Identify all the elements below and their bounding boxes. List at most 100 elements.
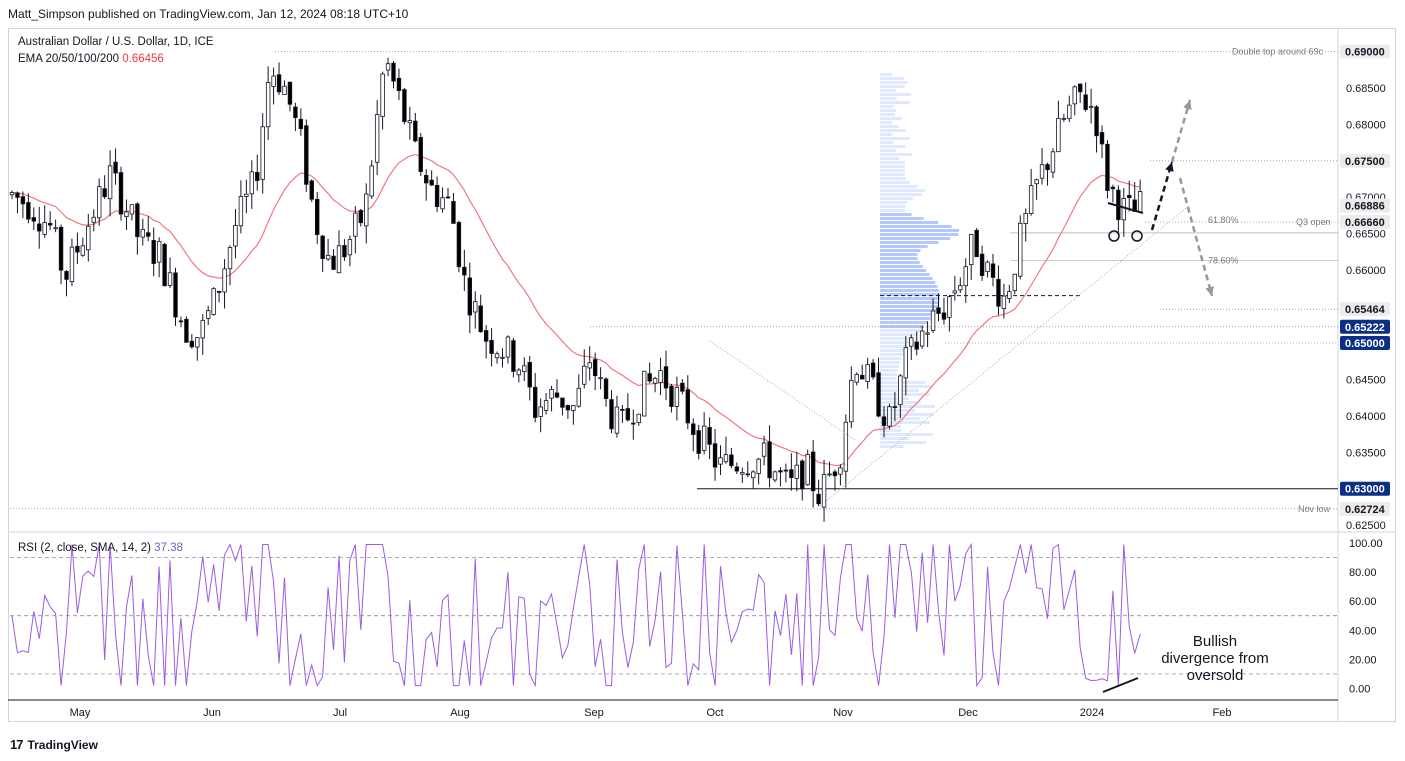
candle-body (843, 421, 849, 472)
candle-body (827, 473, 832, 476)
candle-body (587, 362, 592, 369)
candle-body (919, 330, 925, 347)
candle-body (1110, 186, 1116, 190)
volume-profile-bar (880, 277, 933, 280)
time-tick-label: Nov (833, 707, 853, 719)
rsi-tick-label: 40.00 (1349, 625, 1377, 637)
candle-body (909, 337, 914, 347)
candle-body (325, 254, 331, 260)
ema-legend-label: EMA 20/50/100/200 (18, 53, 120, 65)
price-tick-label: 0.63500 (1346, 447, 1386, 459)
volume-profile-bar (880, 265, 923, 268)
volume-profile-bar (880, 373, 897, 376)
candle-body (631, 422, 636, 425)
volume-profile-bar (880, 441, 927, 444)
volume-profile-bar (880, 429, 902, 432)
volume-profile-bar (880, 125, 899, 128)
candle-body (505, 336, 511, 358)
candle-body (936, 307, 941, 314)
price-tag (1340, 215, 1390, 230)
candle-body (1034, 179, 1039, 185)
candle-body (543, 400, 549, 411)
candle-body (636, 413, 641, 423)
candle-body (222, 268, 227, 293)
candle-body (516, 369, 522, 376)
volume-profile-bar (880, 369, 898, 372)
volume-profile-bar (880, 349, 906, 352)
candle-body (156, 241, 162, 263)
candle-body (20, 196, 26, 205)
candle-body (58, 226, 64, 271)
candle-body (734, 466, 740, 472)
candle-body (97, 186, 102, 219)
volume-profile-bar (880, 325, 924, 328)
candle-body (385, 63, 391, 71)
candle-body (489, 340, 494, 354)
candle-body (511, 340, 516, 372)
volume-profile-bar (880, 217, 924, 220)
time-tick-label: Aug (450, 707, 470, 719)
swing-low-marker (1131, 230, 1143, 242)
price-tag (1340, 44, 1390, 59)
volume-profile-bar (880, 121, 893, 124)
volume-profile-bar (880, 153, 912, 156)
candle-body (974, 229, 979, 258)
volume-profile-bar (880, 113, 896, 116)
candle-body (146, 232, 151, 237)
price-tag-label: 0.65000 (1345, 338, 1385, 350)
candle-body (554, 392, 560, 398)
candle-body (914, 341, 919, 350)
volume-profile-bar (880, 209, 906, 212)
volume-profile-bar (880, 93, 912, 96)
candle-body (1083, 94, 1088, 110)
candle-body (380, 73, 385, 117)
volume-profile-bar (880, 437, 909, 440)
volume-profile-bar (880, 193, 922, 196)
candle-body (876, 372, 881, 417)
candle-body (707, 427, 712, 445)
candle-body (467, 277, 472, 316)
time-tick-label: May (70, 707, 91, 719)
candle-body (265, 82, 271, 128)
time-tick-label: Oct (706, 707, 723, 719)
volume-profile-bar (880, 305, 938, 308)
volume-profile-bar (880, 353, 904, 356)
ema-legend: EMA 20/50/100/200 0.66456 (18, 53, 164, 65)
volume-profile-bar (880, 417, 921, 420)
candle-body (304, 125, 309, 185)
candle-body (816, 493, 821, 505)
candle-body (342, 245, 347, 258)
volume-profile-bar (880, 89, 896, 92)
volume-profile-bar (880, 273, 930, 276)
candle-body (701, 425, 707, 452)
price-tick-label: 0.68000 (1346, 119, 1386, 131)
chart-annotation: Q3 open (1296, 217, 1331, 227)
tradingview-logo[interactable]: 17 TradingView (10, 737, 98, 752)
volume-profile-bar (880, 237, 951, 240)
candle-body (129, 204, 135, 215)
volume-profile-bar (880, 313, 934, 316)
candle-body (195, 337, 200, 348)
volume-profile-bar (880, 241, 939, 244)
candle-body (712, 443, 718, 468)
candle-body (64, 271, 69, 280)
volume-profile-bar (880, 381, 926, 384)
bullish-divergence-note: Bullish divergence from oversold (1161, 633, 1269, 684)
candle-body (336, 245, 342, 274)
candle-body (478, 305, 483, 333)
volume-profile-bar (880, 261, 920, 264)
volume-profile-bar (880, 253, 918, 256)
candle-body (549, 389, 554, 399)
candle-body (42, 222, 47, 235)
candle-body (723, 454, 729, 463)
candle-body (118, 172, 124, 215)
candle-body (1088, 105, 1094, 108)
candle-body (969, 234, 974, 266)
candle-body (691, 423, 696, 435)
candle-body (462, 266, 467, 276)
candle-body (402, 89, 407, 123)
volume-profile-bar (880, 281, 936, 284)
candle-body (494, 353, 500, 359)
candle-body (53, 227, 58, 230)
